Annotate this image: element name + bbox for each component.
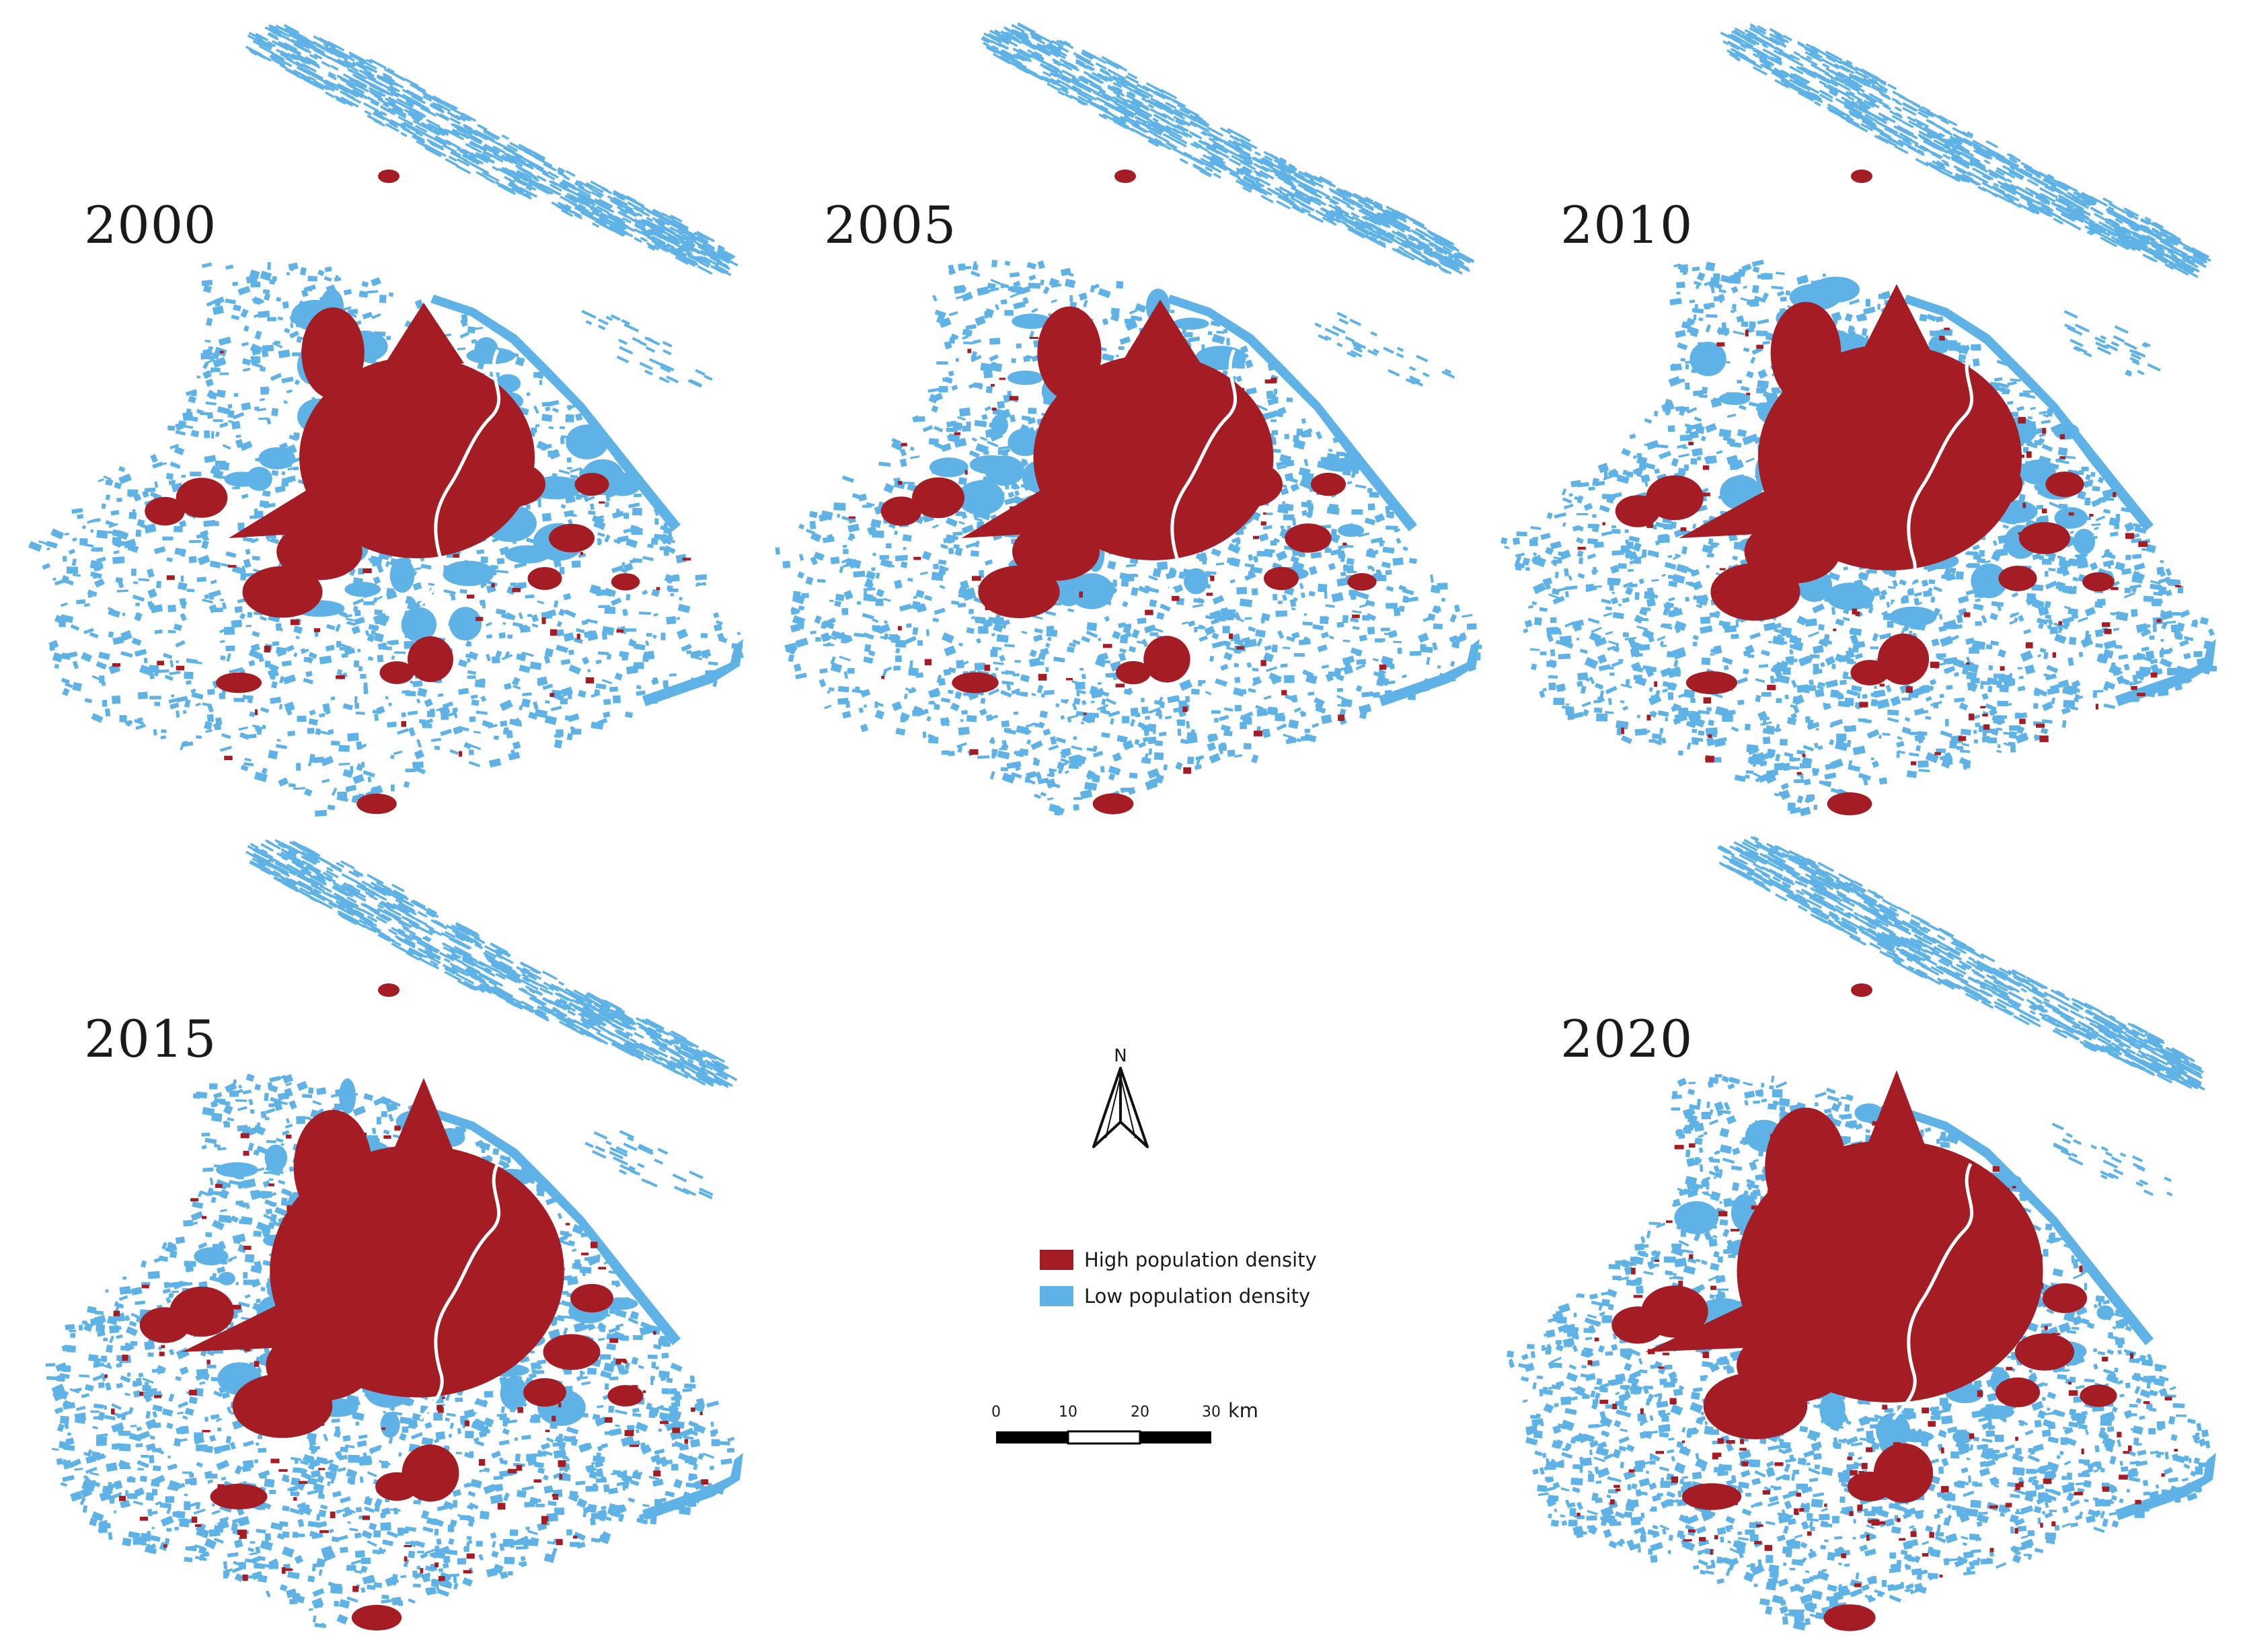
year-label: 2000 <box>84 195 217 255</box>
scale-tick-30: 30 <box>1202 1404 1221 1421</box>
map-layers <box>28 24 745 817</box>
map-panel-2005: 2005 <box>736 0 1483 821</box>
scale-tick-20: 20 <box>1131 1404 1149 1421</box>
scale-tick-0: 0 <box>991 1404 1001 1421</box>
map-shanghai <box>28 24 745 817</box>
year-label: 2020 <box>1560 1009 1694 1069</box>
scale-segment-2 <box>1067 1430 1141 1445</box>
scale-segment-1 <box>996 1431 1068 1443</box>
legend: High population density Low population d… <box>1040 1248 1317 1308</box>
map-panel-2000: 2000 <box>0 0 747 821</box>
river <box>419 1162 500 1421</box>
high-density-layer <box>104 983 709 1631</box>
map-shanghai <box>775 22 1482 816</box>
map-shanghai <box>1500 23 2217 817</box>
high-density-layer <box>1576 983 2178 1631</box>
year-label: 2015 <box>84 1009 217 1069</box>
map-shanghai <box>45 839 743 1631</box>
map-panel-2020: 2020 <box>1473 814 2219 1635</box>
map-layers <box>1500 23 2217 817</box>
legend-swatch-high <box>1040 1250 1073 1270</box>
map-layers <box>45 839 743 1631</box>
high-density-layer <box>112 170 691 815</box>
map-layers <box>775 22 1482 816</box>
scale-tick-10: 10 <box>1059 1404 1077 1421</box>
river <box>419 348 500 607</box>
map-layers <box>1506 835 2216 1631</box>
year-label: 2010 <box>1560 195 1694 255</box>
map-panel-2015: 2015 <box>0 814 747 1635</box>
scale-unit: km <box>1228 1399 1258 1422</box>
north-arrow-icon <box>1092 1067 1149 1148</box>
river <box>1892 348 1973 607</box>
legend-label-low: Low population density <box>1084 1285 1310 1308</box>
map-panel-2010: 2010 <box>1473 0 2219 821</box>
legend-swatch-low <box>1040 1286 1073 1306</box>
high-density-layer <box>848 170 1387 815</box>
map-shanghai <box>1506 835 2216 1631</box>
year-label: 2005 <box>824 195 957 255</box>
high-density-layer <box>1577 170 2181 816</box>
scale-bar: 0 10 20 30 km <box>991 1399 1258 1445</box>
river <box>1155 348 1237 607</box>
scale-segment-3 <box>1140 1431 1211 1443</box>
north-label: N <box>1114 1046 1127 1066</box>
legend-label-high: High population density <box>1084 1248 1317 1271</box>
north-arrow: N <box>1092 1046 1149 1148</box>
river <box>1892 1162 1973 1421</box>
